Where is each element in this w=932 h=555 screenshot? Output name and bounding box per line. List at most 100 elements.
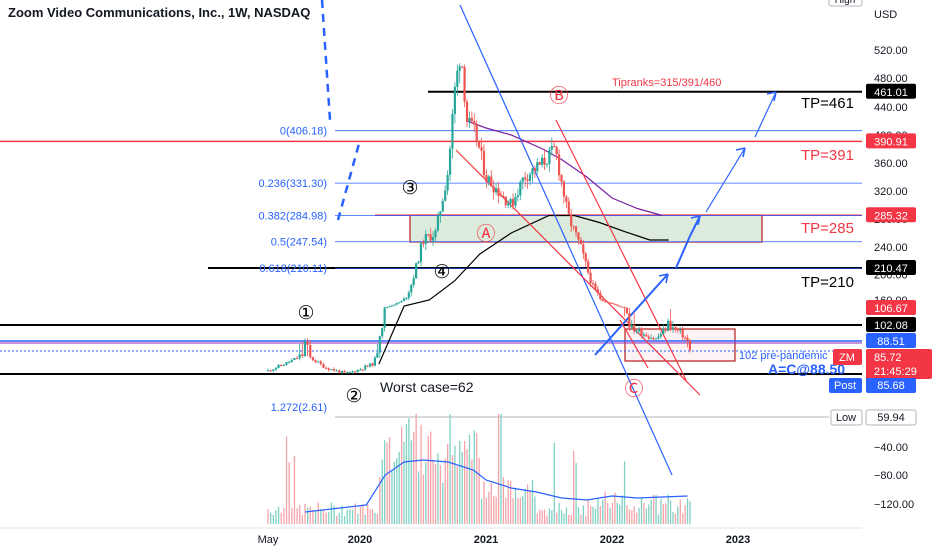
volume-bar: [312, 509, 314, 524]
time-tick-label: 2021: [474, 534, 498, 546]
level-tag: [866, 83, 916, 99]
symbol-tag: [833, 349, 862, 365]
volume-bar: [346, 509, 348, 524]
candle-body: [348, 372, 351, 374]
volume-bar: [582, 505, 585, 524]
volume-bar: [643, 503, 645, 524]
target-label: TP=285: [801, 220, 854, 237]
candle-body: [553, 146, 556, 148]
price-tick-label: 360.00: [874, 158, 908, 170]
candle-body: [650, 338, 653, 340]
volume-bar: [631, 510, 633, 524]
candle-body: [570, 214, 573, 227]
volume-bar: [330, 502, 333, 524]
candle-body: [594, 283, 597, 290]
volume-bar: [403, 441, 405, 524]
candle-body: [407, 292, 410, 298]
volume-bar: [655, 495, 657, 524]
candle-body: [461, 66, 464, 68]
candle-body: [422, 243, 425, 245]
volume-bar: [454, 445, 456, 524]
volume-bar: [638, 507, 640, 524]
volume-bar: [686, 498, 689, 524]
candle-body: [285, 362, 288, 366]
last-price-tag: [866, 349, 932, 379]
high-tag: [828, 0, 863, 7]
volume-bar: [500, 414, 502, 524]
candle-body: [688, 340, 692, 351]
candle-body: [390, 305, 393, 307]
candle-body: [548, 149, 551, 164]
volume-bar: [650, 499, 652, 524]
level-tag-label: 390.91: [874, 136, 908, 148]
volume-bar: [597, 499, 599, 524]
volume-bar: [307, 507, 309, 524]
volume-bar: [611, 502, 614, 524]
price-tick-label: 520.00: [874, 45, 908, 57]
fib-label: 1.272(2.61): [271, 402, 327, 414]
candle-body: [560, 175, 563, 182]
volume-tick-label: −120.00: [874, 499, 914, 511]
volume-bar: [391, 470, 393, 524]
arrow-head: [658, 273, 669, 284]
level-tag-label: 106.67: [874, 303, 908, 315]
wave-dashed-line: [320, 0, 332, 121]
volume-bar: [288, 462, 290, 524]
candle-body: [611, 302, 614, 304]
level-tag: [866, 317, 916, 332]
volume-bar: [405, 423, 408, 524]
volume-bar: [309, 506, 311, 524]
candle-body: [577, 232, 580, 240]
candle-body: [429, 234, 432, 241]
volume-bar: [351, 509, 354, 524]
volume-bar: [551, 509, 553, 524]
candle-body: [376, 352, 379, 358]
candle-body: [468, 117, 471, 122]
time-tick-label: 2022: [600, 534, 624, 546]
volume-bar: [283, 508, 285, 524]
candle-body: [492, 186, 495, 193]
candle-body: [298, 354, 301, 359]
candle-body: [679, 329, 682, 331]
candle-body: [683, 337, 687, 339]
volume-bar: [267, 509, 269, 524]
volume-bar: [514, 487, 517, 524]
volume-bar: [599, 505, 601, 524]
candle-body: [599, 292, 602, 300]
volume-bar: [667, 494, 669, 524]
volume-bar: [367, 504, 369, 524]
worst-case-label: Worst case=62: [380, 379, 474, 395]
candle-body: [444, 190, 447, 201]
volume-bar: [606, 503, 609, 524]
candle-body: [541, 157, 544, 165]
candle-body: [572, 226, 575, 228]
volume-bar: [468, 434, 471, 524]
fib-label: 0(406.18): [280, 126, 327, 138]
candle-body: [524, 177, 527, 180]
candle-body: [659, 334, 662, 337]
volume-bar: [314, 510, 317, 524]
volume-bar: [408, 418, 410, 524]
fib-label: 0.618(210.11): [259, 263, 327, 275]
volume-bar: [662, 504, 664, 524]
volume-bar: [495, 496, 497, 524]
candle-body: [453, 86, 456, 114]
candle-body: [330, 369, 333, 371]
volume-bar: [439, 465, 442, 524]
volume-bar: [510, 480, 512, 524]
candle-body: [579, 239, 582, 245]
volume-bar: [556, 512, 558, 524]
post-price-value: 85.68: [877, 380, 905, 392]
candle-body: [446, 174, 449, 191]
candle-body: [301, 354, 304, 357]
volume-bar: [393, 462, 396, 524]
candle-body: [274, 367, 278, 370]
candle-body: [361, 369, 364, 371]
candle-body: [628, 313, 631, 328]
volume-bar: [388, 437, 391, 524]
candle-body: [487, 176, 490, 183]
volume-bar: [432, 459, 434, 524]
volume-bar: [417, 471, 420, 524]
volume-bar: [333, 505, 335, 524]
